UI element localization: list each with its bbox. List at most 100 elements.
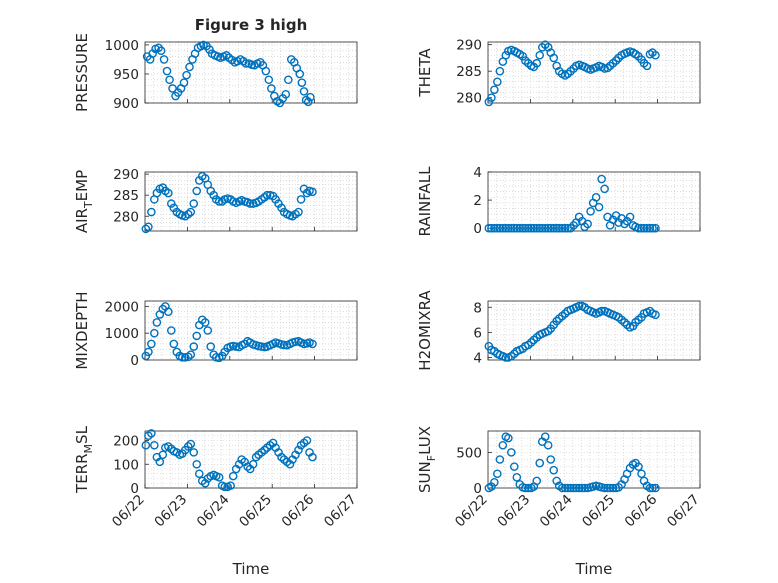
data-point	[277, 452, 286, 462]
data-point	[554, 223, 564, 233]
data-point	[523, 483, 533, 493]
axes-box	[144, 41, 358, 104]
data-point	[214, 197, 224, 206]
y-axis-label-3: RAINFALL	[416, 166, 434, 237]
data-point	[279, 340, 289, 350]
data-point	[507, 448, 516, 457]
y-tick-label: 0	[130, 481, 139, 497]
y-tick-label: 1000	[105, 38, 139, 54]
data-point	[302, 188, 312, 198]
data-point	[267, 84, 276, 93]
x-tick-label: 06/24	[537, 492, 576, 531]
data-point	[580, 483, 589, 493]
subplot-rainfall: 0 2 4 RAINFALL	[416, 165, 701, 237]
figure-title: Figure 3 high	[195, 16, 308, 34]
data-point	[192, 459, 202, 469]
data-point	[552, 223, 561, 233]
data-point	[185, 62, 194, 72]
y-tick-label: 290	[456, 38, 482, 54]
data-point	[183, 209, 193, 219]
data-point	[651, 50, 660, 60]
data-point	[603, 63, 612, 73]
x-tick-label: 06/23	[151, 492, 190, 531]
data-point	[546, 223, 556, 233]
data-point	[241, 59, 251, 68]
y-tick-label: 280	[113, 209, 139, 225]
data-point	[248, 459, 258, 469]
x-tick-label: 06/24	[194, 492, 233, 531]
y-tick-label: 500	[456, 445, 482, 461]
data-point	[186, 350, 196, 359]
data-point	[251, 452, 261, 462]
data-point	[501, 50, 511, 60]
data-point	[532, 223, 542, 233]
axes-box	[144, 300, 358, 361]
data-point	[158, 450, 168, 460]
y-tick-label: 100	[113, 457, 139, 473]
data-point	[493, 77, 502, 87]
y-tick-label: 4	[473, 350, 482, 366]
data-point	[296, 195, 306, 204]
data-point	[560, 223, 570, 233]
data-point	[189, 199, 199, 208]
data-point	[484, 223, 494, 233]
data-point	[620, 318, 629, 327]
data-point	[529, 223, 539, 233]
data-point	[220, 482, 230, 492]
data-point	[308, 452, 317, 462]
subplot-terr-msl: 0 100 200 06/22 06/23 06/24 06/25 06/26 06/27 TER…	[73, 425, 360, 530]
data-point	[200, 318, 210, 327]
data-point	[648, 223, 657, 233]
data-point	[182, 70, 191, 80]
data-point	[159, 55, 169, 64]
data-point	[156, 46, 166, 56]
data-point	[552, 316, 561, 326]
data-point	[166, 199, 176, 208]
data-point	[186, 439, 196, 449]
data-point	[262, 190, 272, 200]
data-point	[141, 440, 151, 450]
data-point	[639, 223, 649, 233]
data-point	[245, 199, 255, 208]
data-point	[634, 462, 643, 471]
data-point	[261, 66, 271, 76]
axes-box	[487, 41, 701, 104]
data-point	[651, 483, 660, 493]
data-point	[518, 223, 528, 233]
data-point	[557, 483, 567, 493]
x-tick-label: 06/25	[236, 492, 275, 531]
data-point	[306, 92, 315, 102]
data-point	[165, 75, 174, 85]
data-point	[557, 223, 567, 233]
y-tick-label: 1000	[105, 326, 139, 342]
data-point	[523, 223, 533, 233]
data-point	[537, 223, 547, 233]
y-axis-label-7: SUNFLUX	[416, 426, 438, 493]
data-point	[521, 223, 530, 233]
x-tick-label: 06/23	[494, 492, 533, 531]
x-tick-label: 06/22	[109, 492, 148, 531]
data-point	[490, 85, 499, 95]
data-point	[637, 469, 646, 479]
y-tick-label: 285	[113, 188, 139, 204]
data-point	[611, 56, 621, 65]
subplot-h2omixra: 4 6 8 H2OMIXRA	[416, 290, 701, 371]
data-point	[189, 342, 199, 351]
data-point	[192, 331, 202, 341]
data-point	[526, 223, 536, 233]
data-point	[260, 445, 269, 455]
y-tick-label: 0	[473, 221, 482, 237]
y-tick-label: 290	[113, 167, 139, 183]
data-point	[605, 483, 615, 493]
data-point	[597, 306, 606, 316]
data-point	[608, 483, 618, 493]
axes-box	[144, 430, 358, 489]
data-point	[308, 339, 317, 349]
data-point	[493, 223, 502, 233]
y-axis-label-5: H2OMIXRA	[416, 290, 434, 371]
data-point	[183, 352, 193, 362]
axes-box	[487, 171, 701, 232]
data-point	[178, 353, 187, 362]
data-point	[563, 483, 573, 493]
data-point	[535, 223, 545, 233]
